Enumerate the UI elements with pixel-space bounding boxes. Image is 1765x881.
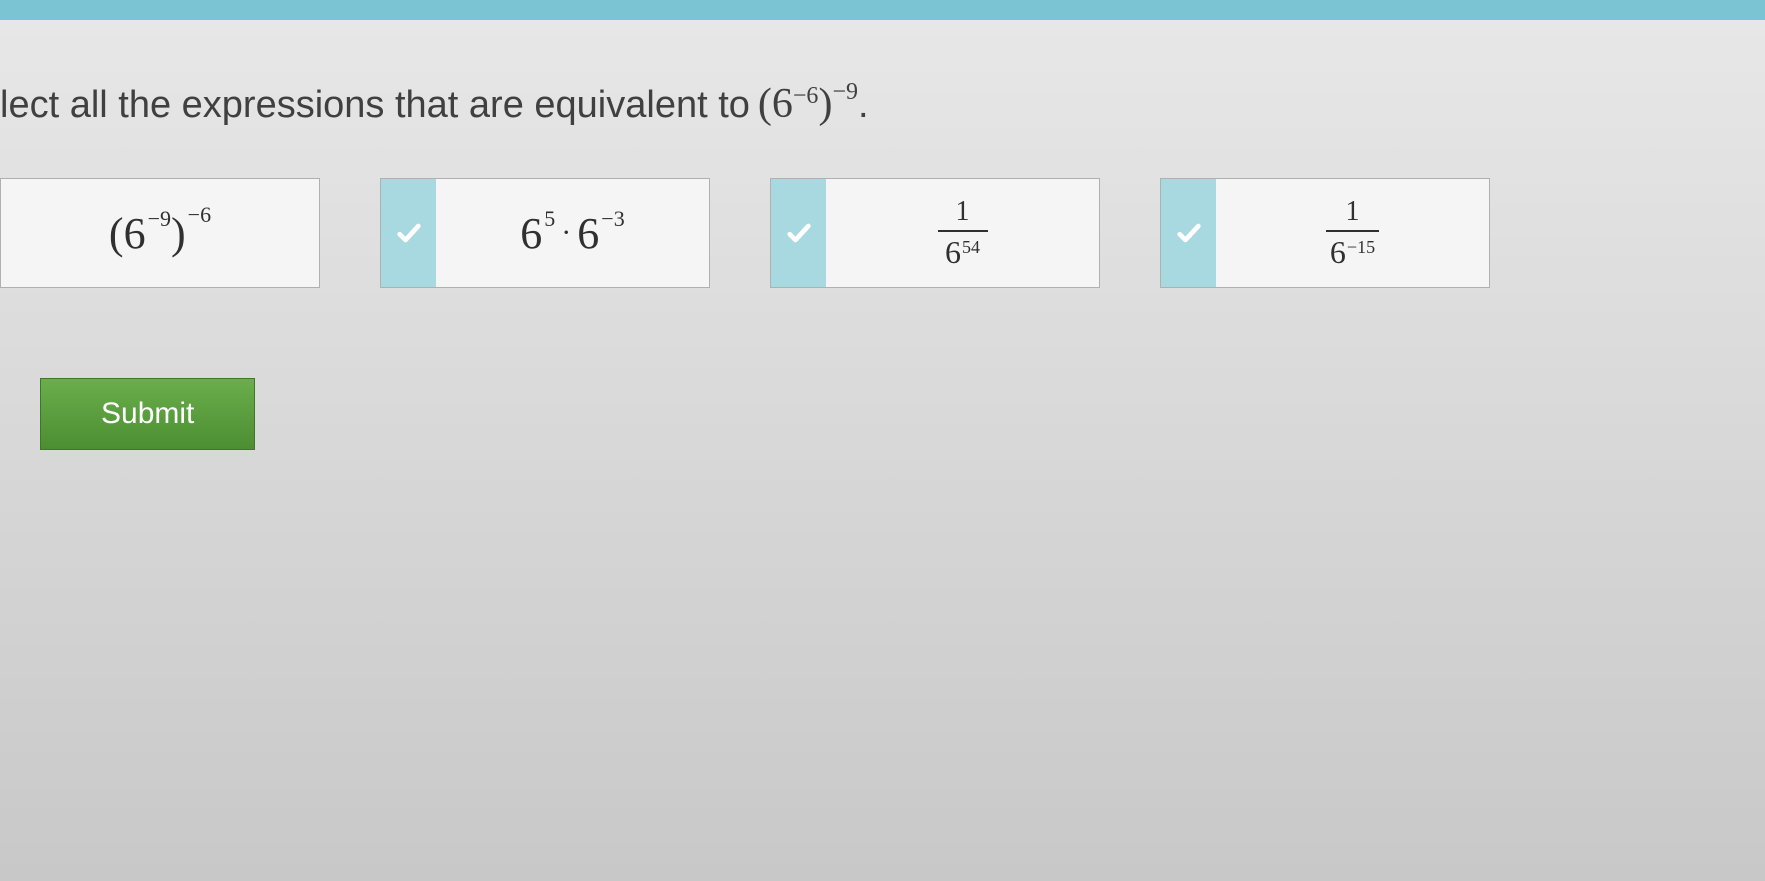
opt1-base: 6: [124, 208, 146, 259]
close-paren: ): [818, 80, 832, 128]
question-content: lect all the expressions that are equiva…: [0, 20, 1765, 450]
prompt-text: lect all the expressions that are equiva…: [0, 84, 758, 127]
option-1-expression: ( 6 −9 ) −6: [1, 179, 319, 287]
option-4-expression: 1 6 −15: [1216, 179, 1489, 287]
opt4-numerator: 1: [1342, 196, 1364, 230]
checkmark-icon: [1175, 219, 1203, 247]
option-2-check-tab: [381, 179, 436, 287]
opt1-close: ): [171, 208, 186, 259]
opt4-denom-base: 6: [1330, 234, 1346, 271]
question-prompt: lect all the expressions that are equiva…: [0, 80, 1765, 128]
answer-options-row: ( 6 −9 ) −6 6 5 · 6: [0, 178, 1765, 288]
checkmark-icon: [785, 219, 813, 247]
option-3-check-tab: [771, 179, 826, 287]
target-outer-exp: −9: [832, 79, 858, 106]
option-4-check-tab: [1161, 179, 1216, 287]
opt1-open: (: [109, 208, 124, 259]
opt2-base1: 6: [520, 208, 542, 259]
answer-option-3[interactable]: 1 6 54: [770, 178, 1100, 288]
opt1-outer-exp: −6: [188, 202, 211, 228]
target-expression: ( 6 −6 ) −9: [758, 80, 858, 128]
option-2-expression: 6 5 · 6 −3: [436, 179, 709, 287]
checkmark-icon: [395, 219, 423, 247]
period: .: [858, 84, 869, 127]
option-3-expression: 1 6 54: [826, 179, 1099, 287]
opt4-denom-exp: −15: [1347, 237, 1375, 258]
answer-option-4[interactable]: 1 6 −15: [1160, 178, 1490, 288]
opt2-base2: 6: [577, 208, 599, 259]
opt2-exp1: 5: [544, 206, 555, 232]
opt3-denom-exp: 54: [962, 237, 980, 258]
opt2-exp2: −3: [601, 206, 624, 232]
top-accent-bar: [0, 0, 1765, 20]
opt3-denom-base: 6: [945, 234, 961, 271]
target-base: 6: [772, 80, 793, 128]
opt1-inner-exp: −9: [148, 206, 171, 232]
opt2-operator: ·: [561, 216, 571, 250]
opt3-numerator: 1: [952, 196, 974, 230]
answer-option-1[interactable]: ( 6 −9 ) −6: [0, 178, 320, 288]
submit-button[interactable]: Submit: [40, 378, 255, 450]
answer-option-2[interactable]: 6 5 · 6 −3: [380, 178, 710, 288]
open-paren: (: [758, 80, 772, 128]
target-inner-exp: −6: [793, 83, 819, 110]
